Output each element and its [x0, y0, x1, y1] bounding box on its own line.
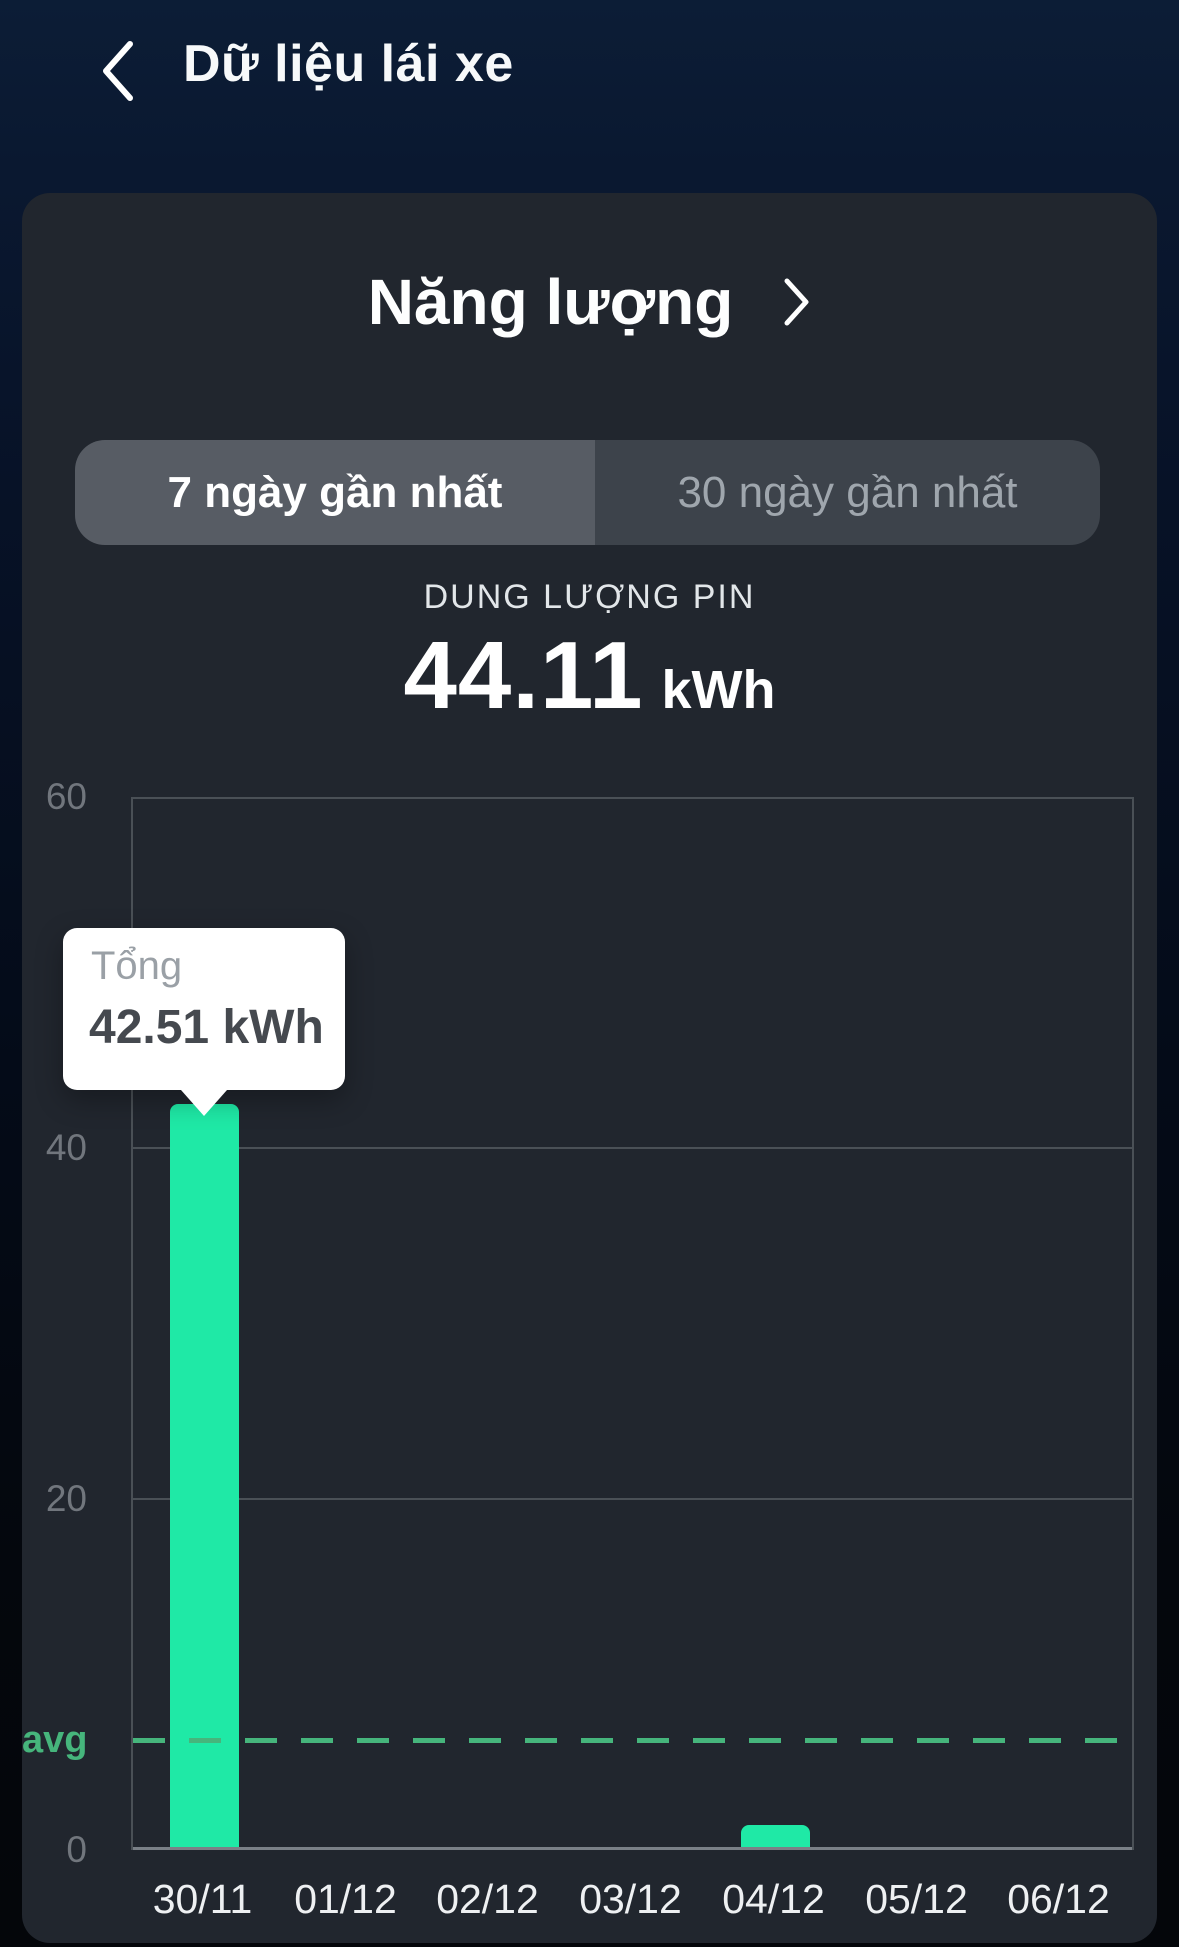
y-tick-label: 60	[45, 776, 87, 817]
chart-tooltip: Tổng 42.51 kWh	[63, 928, 345, 1116]
energy-card: Năng lượng 7 ngày gần nhất 30 ngày gần n…	[22, 193, 1157, 1943]
x-tick-label: 05/12	[865, 1876, 968, 1922]
gridline-60	[133, 797, 1132, 799]
tab-30-days-label: 30 ngày gần nhất	[677, 467, 1018, 517]
page-title: Dữ liệu lái xe	[183, 35, 514, 93]
energy-section-title: Năng lượng	[367, 266, 734, 338]
x-tick-label: 06/12	[1007, 1876, 1110, 1922]
x-axis-line	[133, 1847, 1132, 1850]
chevron-right-icon	[781, 276, 811, 328]
y-tick-label: 20	[45, 1478, 87, 1519]
x-tick-label: 04/12	[722, 1876, 825, 1922]
bar-30/11[interactable]	[170, 1104, 239, 1850]
y-axis-labels: 0 20 40 60 avg	[22, 776, 88, 1870]
bar-04/12[interactable]	[741, 1825, 810, 1850]
tooltip-label: Tổng	[91, 944, 183, 988]
x-tick-label: 30/11	[152, 1876, 253, 1922]
back-button[interactable]	[88, 40, 148, 106]
x-tick-label: 03/12	[579, 1876, 682, 1922]
tab-7-days[interactable]: 7 ngày gần nhất	[75, 440, 595, 545]
y-tick-label: 40	[45, 1127, 87, 1168]
range-segmented-control: 7 ngày gần nhất 30 ngày gần nhất	[75, 440, 1100, 545]
chevron-left-icon	[98, 38, 138, 109]
battery-capacity-label: DUNG LƯỢNG PIN	[423, 578, 756, 616]
y-tick-label: 0	[66, 1829, 87, 1870]
x-axis-labels: 30/11 01/12 02/12 03/12 04/12 05/12 06/12	[131, 1876, 1130, 1924]
battery-capacity-value-row: 44.11 kWh	[22, 621, 1157, 731]
gridline-20	[133, 1498, 1132, 1500]
tab-30-days[interactable]: 30 ngày gần nhất	[595, 440, 1100, 545]
x-tick-label: 02/12	[436, 1876, 539, 1922]
x-tick-label: 01/12	[294, 1876, 397, 1922]
tooltip-pointer	[181, 1090, 227, 1116]
avg-dashed-line	[133, 1738, 1132, 1743]
tab-7-days-label: 7 ngày gần nhất	[167, 467, 503, 517]
avg-label: avg	[22, 1719, 88, 1761]
bar-chart-plot-area	[131, 797, 1134, 1850]
energy-section-link[interactable]: Năng lượng	[22, 265, 1157, 339]
battery-capacity-value: 44.11	[403, 622, 644, 729]
battery-capacity-unit: kWh	[661, 660, 776, 720]
gridline-40	[133, 1147, 1132, 1149]
top-nav-bar: Dữ liệu lái xe	[0, 0, 1179, 140]
tooltip-value: 42.51 kWh	[89, 1001, 324, 1054]
